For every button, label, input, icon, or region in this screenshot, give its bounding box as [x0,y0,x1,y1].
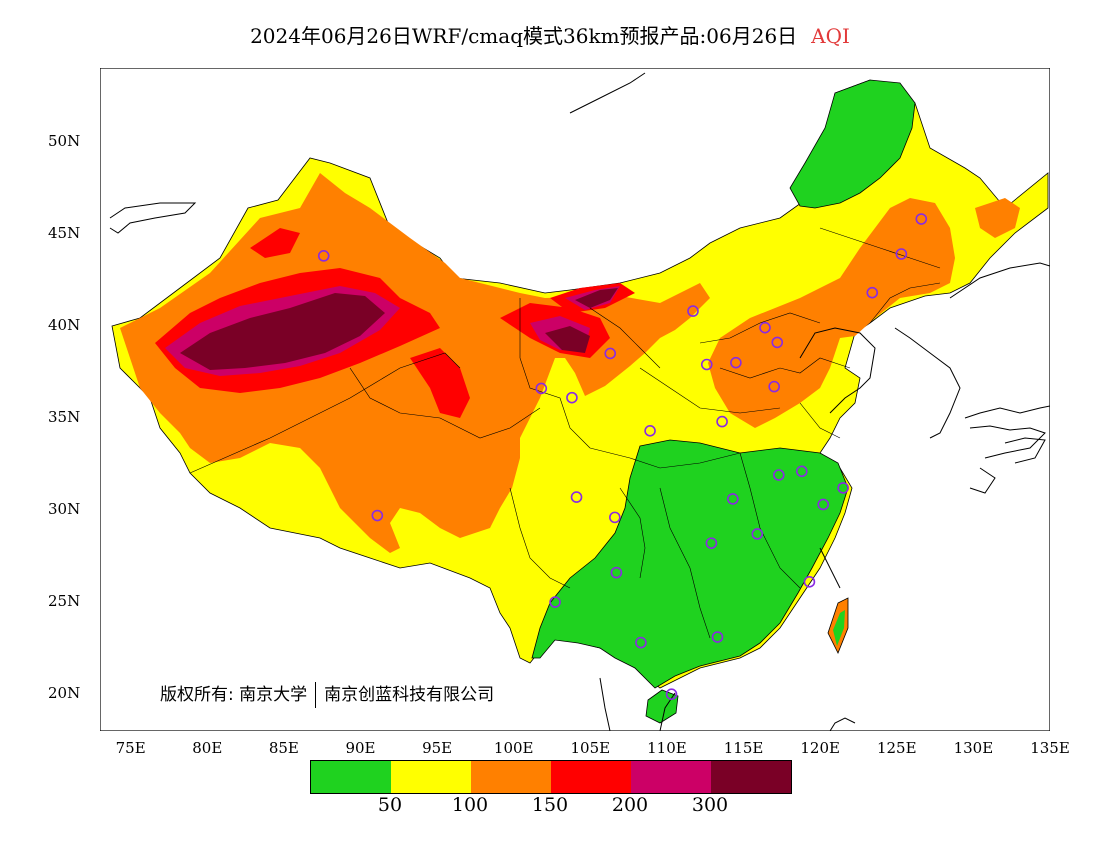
x-tick-label: 100E [493,739,534,757]
legend-swatch [391,761,471,793]
station-marker [837,482,849,494]
taiwan-island-inner [833,610,845,646]
y-tick-label: 25N [48,592,81,611]
x-tick-label: 90E [345,739,376,757]
aqi-forecast-map [100,68,1050,731]
station-marker [727,493,739,505]
aqi-legend-labels: 50 100 150 200 300 [0,794,1100,818]
station-marker [866,286,879,299]
station-marker [687,305,699,317]
legend-swatch [551,761,631,793]
x-tick-label: 135E [1030,739,1070,757]
station-marker [317,250,330,262]
region-maroon-gansu [545,326,590,353]
legend-label: 200 [611,794,649,816]
station-marker [371,509,384,522]
title-variable: AQI [811,24,850,48]
station-marker [915,213,928,225]
province-boundaries [189,227,941,639]
station-marker [716,415,728,428]
region-red-central [410,348,470,418]
x-tick-label: 110E [647,739,687,757]
legend-label: 50 [377,794,403,816]
region-maroon-tarim [180,293,385,370]
region-orange-north [708,198,955,428]
x-tick-label: 115E [723,739,764,757]
y-tick-label: 20N [48,684,81,703]
x-tick-label: 105E [570,739,611,757]
station-marker [895,248,908,260]
station-marker [535,382,548,395]
station-marker [700,358,713,371]
station-marker [570,491,583,503]
copyright-owner-2: 南京创蓝科技有限公司 [324,685,495,705]
region-orange-ne [975,198,1020,238]
station-marker [604,347,617,360]
x-tick-label: 125E [876,739,917,757]
legend-swatch [711,761,791,793]
aqi-color-legend [310,760,792,794]
region-green-south [531,439,849,689]
coastlines [109,72,1050,731]
station-marker [817,498,830,511]
station-marker [609,511,621,524]
station-marker [549,596,561,608]
x-tick-label: 80E [192,739,223,757]
station-marker [803,576,816,588]
station-marker [768,380,780,393]
legend-swatch [471,761,551,793]
y-tick-label: 30N [48,500,81,518]
station-marker [771,336,784,349]
station-marker [705,537,718,549]
legend-label: 300 [691,794,729,816]
station-markers [317,213,928,700]
y-tick-label: 50N [48,131,81,150]
station-marker [566,391,578,404]
copyright: 版权所有: 南京大学 南京创蓝科技有限公司 [160,680,494,708]
map-title: 2024年06月26日WRF/cmaq模式36km预报产品:06月26日 AQI [0,20,1100,49]
station-marker [772,469,785,481]
station-marker [665,688,678,700]
station-marker [751,528,764,540]
legend-swatch [631,761,711,793]
station-marker [635,636,647,649]
x-tick-label: 120E [800,739,840,757]
y-tick-label: 40N [48,315,81,334]
title-main: 2024年06月26日WRF/cmaq模式36km预报产品:06月26日 [250,24,798,48]
copyright-owner-1: 版权所有: 南京大学 [160,685,308,705]
y-tick-label: 35N [48,407,81,426]
x-tick-label: 130E [953,739,994,757]
station-marker [759,321,771,334]
station-marker [610,566,623,579]
legend-label: 100 [451,794,489,816]
x-tick-label: 85E [268,739,299,757]
station-marker [711,631,724,643]
copyright-separator [315,682,317,708]
y-tick-label: 45N [48,223,81,242]
legend-swatch [311,761,391,793]
region-red-mongolia [250,228,300,258]
legend-label: 150 [531,794,569,816]
station-marker [730,356,742,369]
x-tick-label: 75E [115,739,146,757]
x-tick-label: 95E [422,739,453,757]
region-maroon-north [575,288,618,308]
station-marker [795,465,808,478]
region-green-northeast [789,79,916,209]
station-marker [644,425,656,437]
